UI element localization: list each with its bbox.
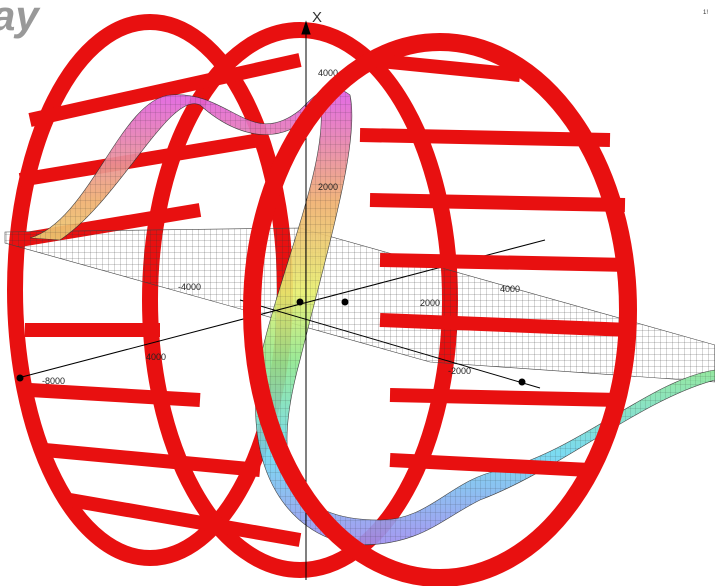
arrow: [301, 20, 311, 35]
tick-label: -4000: [178, 282, 201, 292]
axis-dot: [16, 374, 24, 382]
axis-depth: [239, 299, 541, 389]
rungs: [359, 53, 631, 477]
tick-label: 4000: [500, 284, 520, 294]
base-plane: [4, 227, 715, 383]
axis-dot: [518, 378, 526, 386]
rungs: [18, 53, 302, 547]
tick-label: 2000: [420, 298, 440, 308]
tick-label: -2000: [448, 366, 471, 376]
axis-label: X: [312, 9, 322, 26]
corner-label: 1!: [703, 10, 708, 16]
axis-dot: [341, 298, 349, 306]
axis-dot: [296, 298, 304, 306]
tick-label: 4000: [318, 68, 338, 78]
tick-label: 4000: [146, 352, 166, 362]
tick-label: 2000: [318, 182, 338, 192]
tick-label: -8000: [42, 376, 65, 386]
ring: [243, 33, 637, 586]
header-title: ay: [0, 0, 41, 39]
cage-front: [243, 33, 637, 586]
